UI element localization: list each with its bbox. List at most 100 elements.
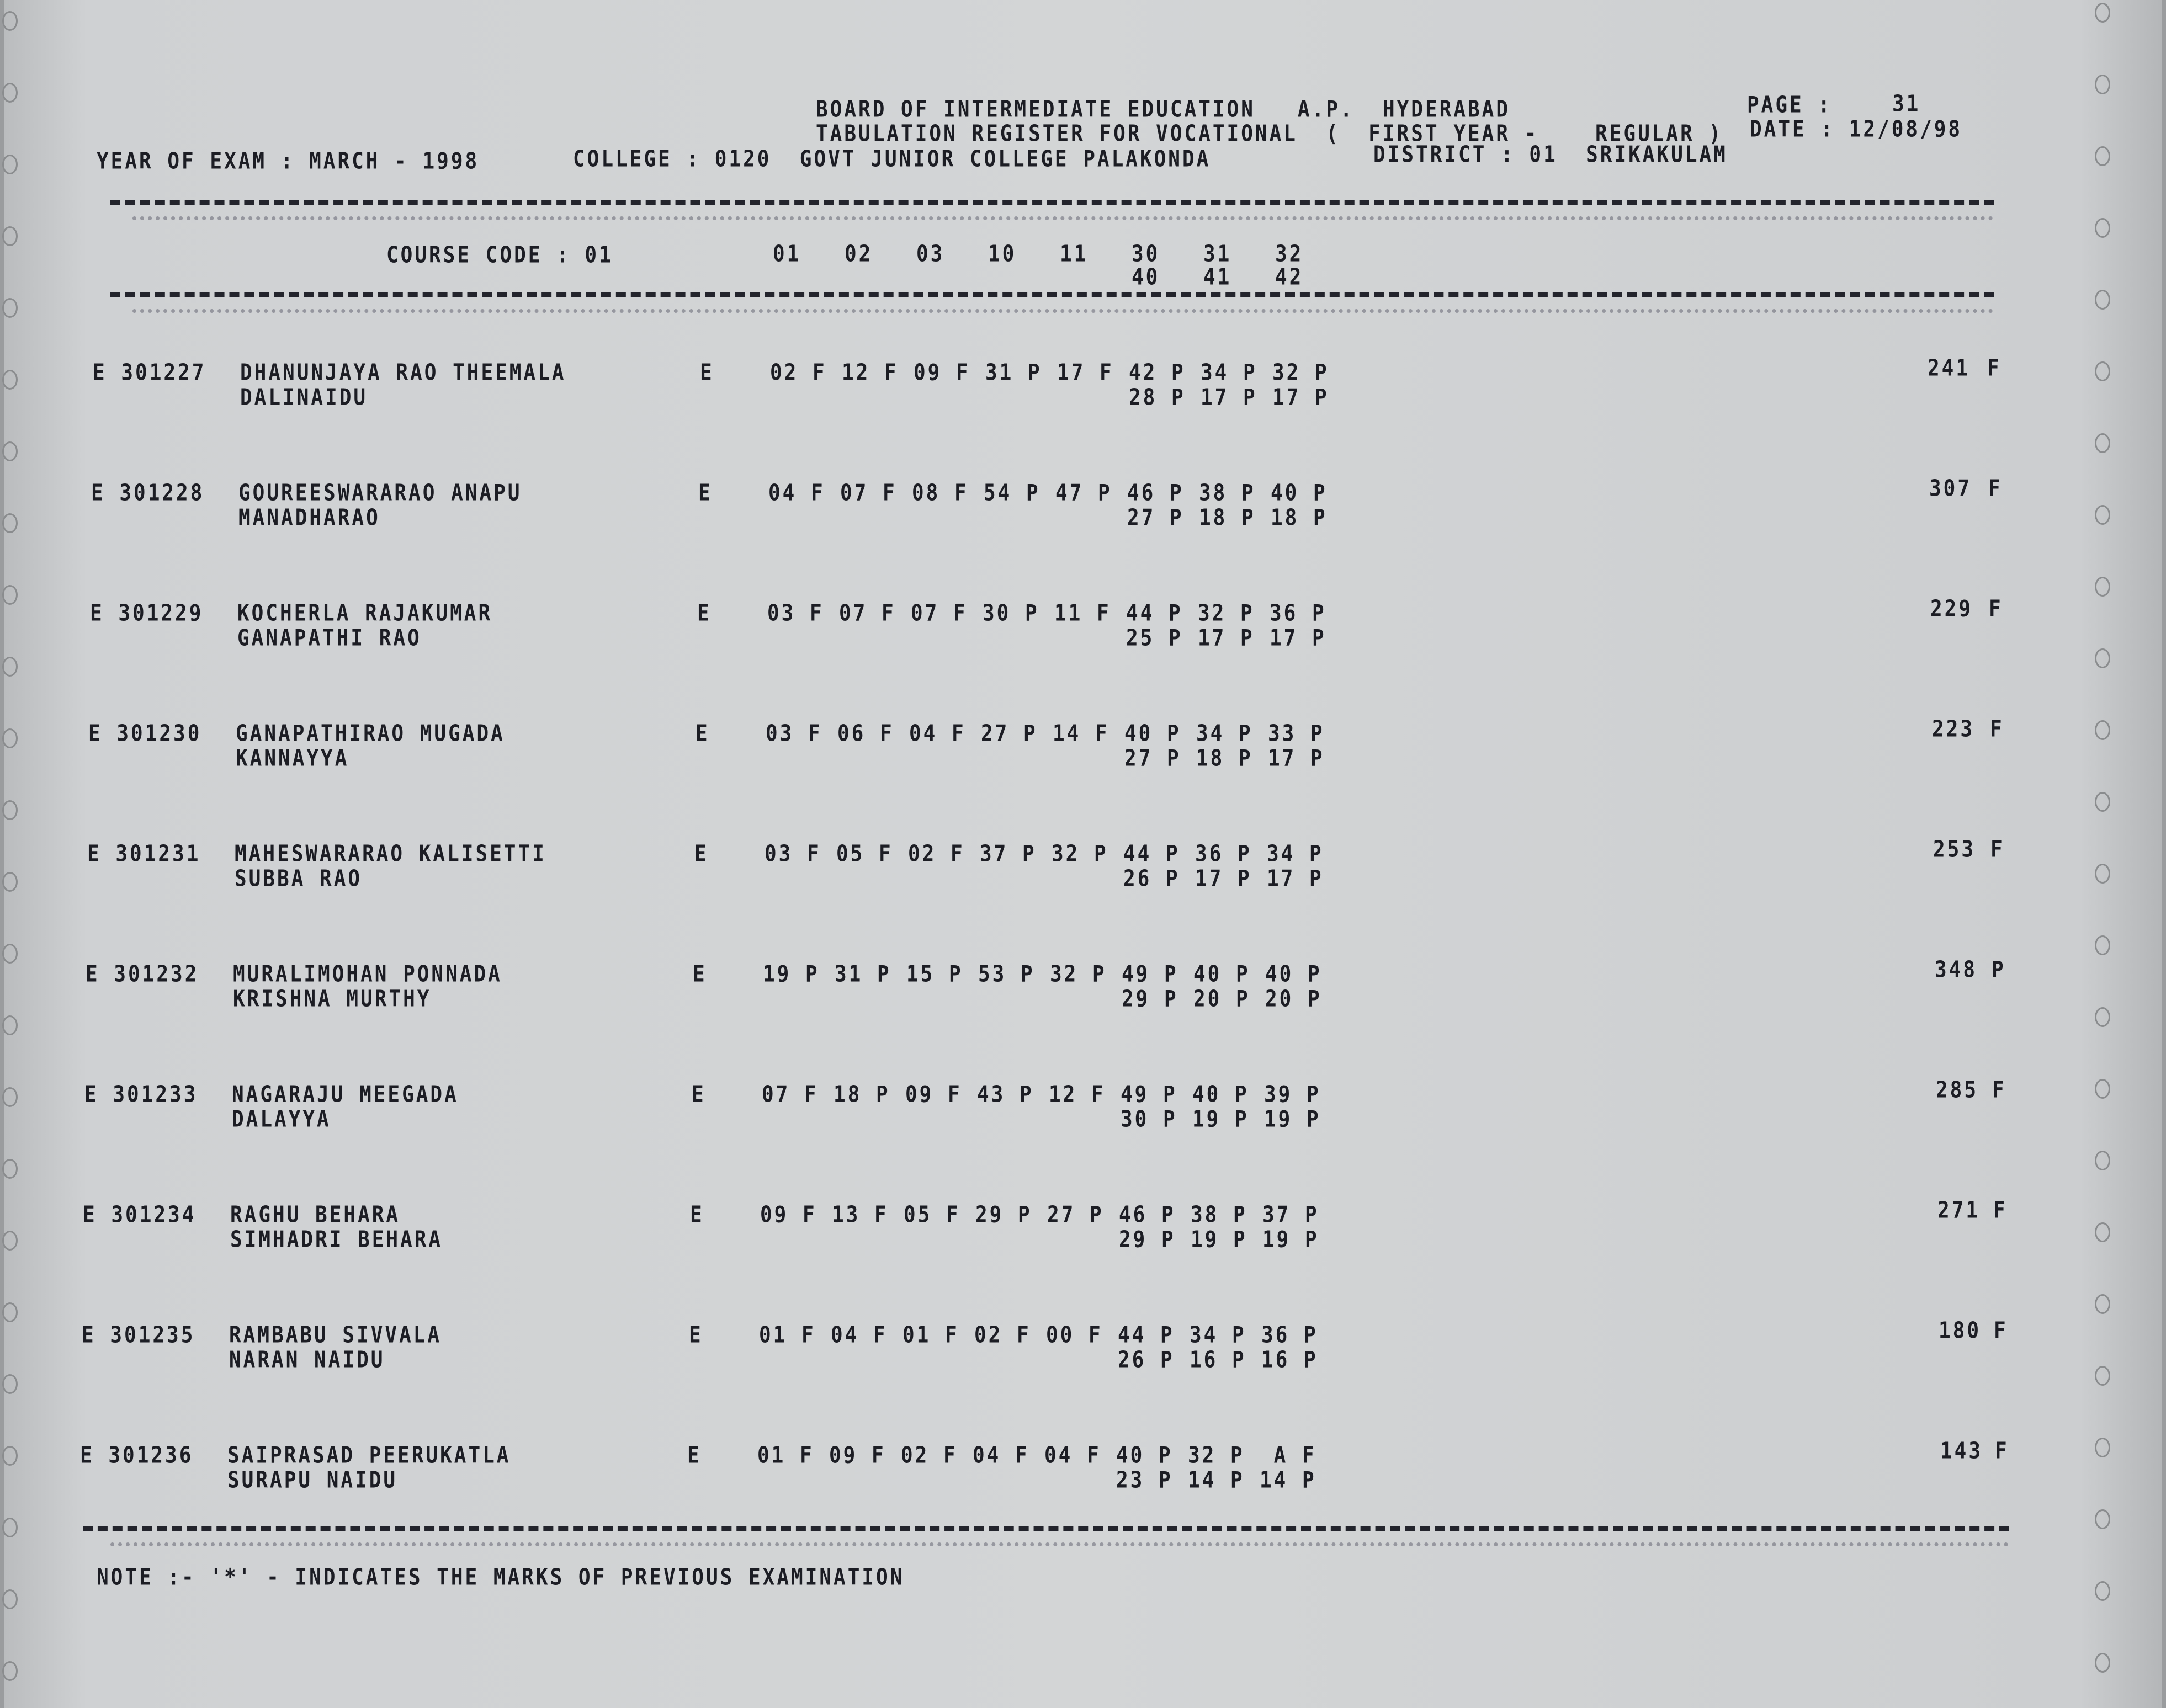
- subject-mark: 07 F: [840, 480, 897, 506]
- feed-hole: [2, 1159, 18, 1179]
- total-marks: 180: [1939, 1317, 1982, 1344]
- subject-mark: 36 P: [1270, 600, 1326, 626]
- medium: E: [694, 840, 709, 867]
- subject-mark: 40 P: [1265, 961, 1322, 987]
- feed-hole: [2, 1374, 18, 1394]
- subject-mark-line2: 25 P: [1126, 625, 1183, 651]
- student-name: RAMBABU SIVVALA: [229, 1322, 442, 1348]
- feed-hole: [2, 1231, 18, 1251]
- result: P: [1992, 956, 2006, 983]
- total-marks: 223: [1932, 716, 1975, 742]
- subject-mark: 09 F: [760, 1201, 817, 1228]
- subject-mark: 04 F: [1044, 1442, 1101, 1468]
- subject-mark-line2: 17 P: [1195, 865, 1252, 892]
- roll-number: E 301227: [93, 359, 206, 386]
- feed-hole: [2095, 792, 2110, 812]
- medium: E: [698, 480, 713, 506]
- subject-mark: 05 F: [904, 1201, 960, 1228]
- subject-mark: A F: [1260, 1442, 1316, 1468]
- roll-number: E 301235: [82, 1322, 195, 1348]
- separator-shadow: [110, 1542, 2009, 1546]
- subject-mark: 46 P: [1119, 1201, 1176, 1228]
- medium: E: [700, 359, 714, 386]
- subject-mark: 02 F: [770, 359, 827, 386]
- student-name-line2: DALINAIDU: [240, 384, 368, 411]
- student-name: MAHESWARARAO KALISETTI: [235, 840, 546, 867]
- feed-hole: [2, 657, 18, 677]
- student-name-line2: SIMHADRI BEHARA: [230, 1226, 443, 1253]
- subject-code: 02: [845, 241, 873, 267]
- subject-mark-line2: 19 P: [1192, 1106, 1249, 1132]
- subject-mark-line2: 17 P: [1267, 865, 1324, 892]
- student-name: RAGHU BEHARA: [230, 1201, 401, 1228]
- subject-mark: 43 P: [977, 1081, 1034, 1108]
- year-of-exam: YEAR OF EXAM : MARCH - 1998: [97, 148, 480, 174]
- feed-hole: [2095, 1294, 2110, 1314]
- medium: E: [687, 1442, 702, 1468]
- roll-number: E 301231: [87, 840, 201, 867]
- subject-code: 10: [988, 241, 1017, 267]
- feed-hole: [2095, 1509, 2110, 1529]
- subject-mark: 53 P: [978, 961, 1035, 987]
- subject-mark-line2: 26 P: [1118, 1347, 1175, 1373]
- subject-mark: 37 P: [1262, 1201, 1319, 1228]
- medium: E: [693, 961, 707, 987]
- subject-mark: 40 P: [1116, 1442, 1173, 1468]
- feed-hole: [2, 1446, 18, 1466]
- subject-mark-line2: 18 P: [1271, 504, 1328, 531]
- student-name: KOCHERLA RAJAKUMAR: [237, 600, 493, 626]
- student-name-line2: NARAN NAIDU: [229, 1347, 385, 1373]
- subject-mark: 04 F: [768, 480, 825, 506]
- subject-mark: 38 P: [1191, 1201, 1247, 1228]
- feed-hole: [2, 1087, 18, 1107]
- student-name: MURALIMOHAN PONNADA: [233, 961, 502, 987]
- subject-mark: 34 P: [1196, 720, 1253, 747]
- subject-mark: 01 F: [757, 1442, 814, 1468]
- district-info: DISTRICT : 01 SRIKAKULAM: [1373, 141, 1728, 168]
- feed-hole: [2, 155, 18, 174]
- feed-hole: [2095, 505, 2110, 525]
- subject-mark-line2: 14 P: [1188, 1467, 1245, 1493]
- medium: E: [692, 1081, 706, 1108]
- total-marks: 348: [1935, 956, 1978, 983]
- subject-mark: 37 P: [980, 840, 1037, 867]
- student-name: GOUREESWARARAO ANAPU: [238, 480, 522, 506]
- subject-code: 31: [1203, 241, 1232, 267]
- subject-mark-line2: 17 P: [1270, 625, 1326, 651]
- separator-shadow: [132, 216, 1994, 220]
- paper-right-edge: [2162, 0, 2166, 1708]
- subject-mark-line2: 17 P: [1201, 384, 1257, 411]
- student-name-line2: SURAPU NAIDU: [227, 1467, 398, 1493]
- subject-mark: 04 F: [909, 720, 966, 747]
- subject-mark: 38 P: [1199, 480, 1256, 506]
- subject-mark: 44 P: [1123, 840, 1180, 867]
- feed-hole: [2, 226, 18, 246]
- subject-mark: 02 F: [908, 840, 965, 867]
- separator-line: [110, 200, 1994, 205]
- roll-number: E 301236: [80, 1442, 194, 1468]
- course-code-label: COURSE CODE : 01: [386, 242, 613, 268]
- subject-code: 40: [1132, 264, 1160, 290]
- student-name-line2: GANAPATHI RAO: [237, 625, 422, 651]
- subject-mark-line2: 18 P: [1196, 745, 1253, 771]
- subject-code: 41: [1203, 264, 1232, 290]
- total-marks: 241: [1928, 355, 1971, 381]
- subject-mark: 49 P: [1121, 1081, 1177, 1108]
- feed-hole: [2095, 648, 2110, 668]
- feed-hole: [2095, 720, 2110, 740]
- subject-mark: 02 F: [974, 1322, 1031, 1348]
- subject-mark-line2: 17 P: [1268, 745, 1325, 771]
- feed-hole: [2, 872, 18, 892]
- student-name-line2: MANADHARAO: [238, 504, 380, 531]
- subject-mark-line2: 28 P: [1129, 384, 1186, 411]
- subject-mark: 04 F: [973, 1442, 1029, 1468]
- subject-mark: 33 P: [1268, 720, 1325, 747]
- feed-hole: [2095, 935, 2110, 955]
- subject-mark: 02 F: [901, 1442, 958, 1468]
- subject-mark: 40 P: [1193, 961, 1250, 987]
- student-name: NAGARAJU MEEGADA: [232, 1081, 459, 1108]
- subject-mark: 09 F: [905, 1081, 962, 1108]
- subject-mark: 01 F: [902, 1322, 959, 1348]
- subject-mark: 03 F: [766, 720, 822, 747]
- subject-mark: 13 F: [832, 1201, 889, 1228]
